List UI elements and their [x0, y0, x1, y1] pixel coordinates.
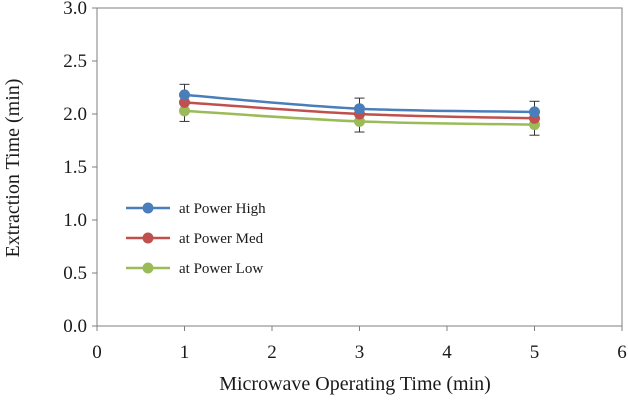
- x-tick-label: 5: [530, 342, 540, 363]
- legend-swatch-marker: [142, 202, 154, 214]
- y-axis-title: Extraction Time (min): [2, 79, 24, 258]
- y-tick-label: 2.0: [63, 104, 87, 125]
- data-point: [179, 105, 190, 117]
- legend-swatch-marker: [142, 232, 154, 244]
- x-tick-label: 6: [617, 342, 627, 363]
- legend-item: at Power Med: [126, 231, 264, 247]
- legend-label: at Power High: [179, 201, 266, 217]
- legend: at Power High at Power Med at Power Low: [126, 201, 266, 277]
- plot-border: [96, 7, 623, 327]
- plot-area: [96, 7, 623, 327]
- x-axis: 0 1 2 3 4 5 6: [92, 326, 627, 363]
- y-tick-label: 0.5: [63, 263, 87, 284]
- y-axis: 0.0 0.5 1.0 1.5 2.0 2.5 3.0: [63, 0, 97, 337]
- legend-label: at Power Med: [179, 231, 264, 247]
- x-axis-title: Microwave Operating Time (min): [219, 373, 491, 395]
- data-point: [179, 89, 190, 101]
- y-tick-label: 3.0: [63, 0, 87, 19]
- legend-item: at Power High: [126, 201, 266, 217]
- y-tick-label: 0.0: [63, 316, 87, 337]
- x-tick-label: 4: [442, 342, 452, 363]
- data-point: [354, 103, 365, 115]
- series-layer: [179, 83, 540, 136]
- x-tick-label: 1: [180, 342, 190, 363]
- legend-label: at Power Low: [179, 261, 263, 277]
- legend-item: at Power Low: [126, 261, 263, 277]
- y-tick-label: 1.5: [63, 157, 87, 178]
- x-tick-label: 2: [267, 342, 277, 363]
- legend-swatch-marker: [142, 262, 154, 274]
- data-point: [529, 106, 540, 118]
- series-0: [179, 83, 540, 118]
- x-tick-label: 3: [355, 342, 365, 363]
- y-tick-label: 1.0: [63, 210, 87, 231]
- y-tick-label: 2.5: [63, 51, 87, 72]
- x-tick-label: 0: [92, 342, 102, 363]
